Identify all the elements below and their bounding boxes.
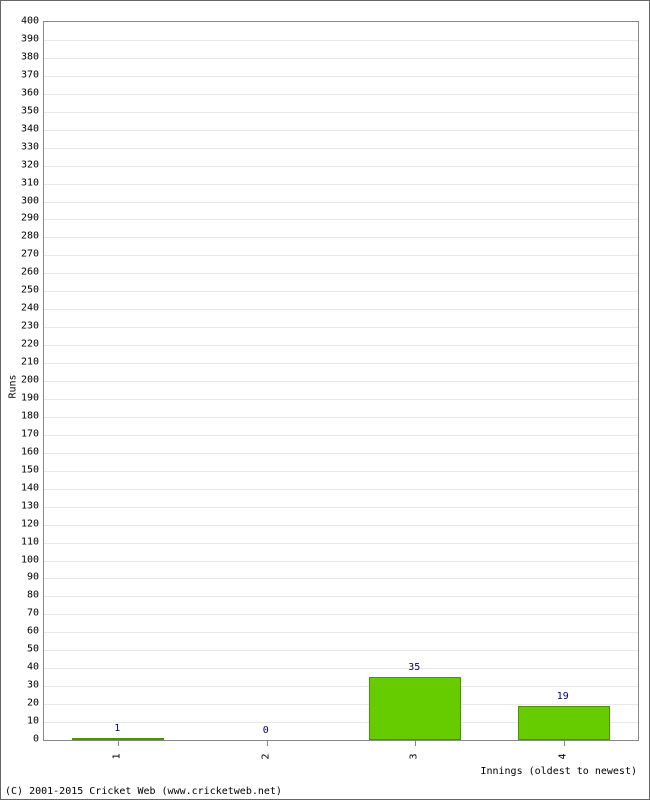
y-tick-label: 340 (21, 123, 39, 134)
gridline (44, 417, 638, 418)
gridline (44, 561, 638, 562)
x-tick-mark (564, 740, 565, 746)
gridline (44, 399, 638, 400)
gridline (44, 40, 638, 41)
x-axis-title: Innings (oldest to newest) (480, 766, 637, 777)
gridline (44, 327, 638, 328)
y-tick-label: 310 (21, 177, 39, 188)
y-tick-label: 220 (21, 339, 39, 350)
y-tick-label: 10 (27, 716, 39, 727)
x-tick-mark (415, 740, 416, 746)
gridline (44, 76, 638, 77)
y-tick-label: 50 (27, 644, 39, 655)
gridline (44, 435, 638, 436)
y-tick-label: 370 (21, 69, 39, 80)
gridline (44, 668, 638, 669)
y-tick-label: 320 (21, 159, 39, 170)
y-tick-label: 70 (27, 608, 39, 619)
y-tick-label: 330 (21, 141, 39, 152)
gridline (44, 453, 638, 454)
y-tick-label: 380 (21, 51, 39, 62)
y-tick-label: 20 (27, 698, 39, 709)
gridline (44, 94, 638, 95)
gridline (44, 148, 638, 149)
gridline (44, 632, 638, 633)
y-tick-label: 40 (27, 662, 39, 673)
y-tick-label: 190 (21, 392, 39, 403)
y-tick-label: 30 (27, 680, 39, 691)
y-axis-title: Runs (8, 374, 19, 398)
x-tick-label: 2 (260, 753, 271, 759)
gridline (44, 219, 638, 220)
gridline (44, 543, 638, 544)
y-tick-label: 0 (33, 734, 39, 745)
chart-container: Runs Innings (oldest to newest) (C) 2001… (0, 0, 650, 800)
y-tick-label: 120 (21, 518, 39, 529)
gridline (44, 291, 638, 292)
y-tick-label: 130 (21, 500, 39, 511)
bar-value-label: 1 (114, 723, 120, 734)
gridline (44, 363, 638, 364)
y-tick-label: 260 (21, 267, 39, 278)
y-tick-label: 360 (21, 87, 39, 98)
copyright-text: (C) 2001-2015 Cricket Web (www.cricketwe… (5, 786, 282, 797)
gridline (44, 166, 638, 167)
gridline (44, 507, 638, 508)
gridline (44, 489, 638, 490)
x-tick-label: 4 (557, 753, 568, 759)
gridline (44, 130, 638, 131)
gridline (44, 578, 638, 579)
y-tick-label: 350 (21, 105, 39, 116)
y-tick-label: 110 (21, 536, 39, 547)
y-tick-label: 150 (21, 464, 39, 475)
x-tick-mark (267, 740, 268, 746)
bar-value-label: 35 (408, 662, 420, 673)
gridline (44, 381, 638, 382)
y-tick-label: 290 (21, 213, 39, 224)
y-tick-label: 170 (21, 428, 39, 439)
y-tick-label: 390 (21, 33, 39, 44)
x-tick-label: 3 (409, 753, 420, 759)
y-tick-label: 230 (21, 321, 39, 332)
bar (369, 677, 461, 740)
x-tick-mark (118, 740, 119, 746)
y-tick-label: 140 (21, 482, 39, 493)
gridline (44, 650, 638, 651)
gridline (44, 345, 638, 346)
gridline (44, 309, 638, 310)
gridline (44, 184, 638, 185)
plot-area (43, 21, 639, 741)
y-tick-label: 240 (21, 303, 39, 314)
gridline (44, 255, 638, 256)
y-tick-label: 90 (27, 572, 39, 583)
gridline (44, 273, 638, 274)
y-tick-label: 80 (27, 590, 39, 601)
y-tick-label: 250 (21, 285, 39, 296)
y-tick-label: 270 (21, 249, 39, 260)
y-tick-label: 60 (27, 626, 39, 637)
gridline (44, 471, 638, 472)
gridline (44, 686, 638, 687)
y-tick-label: 400 (21, 16, 39, 27)
y-tick-label: 300 (21, 195, 39, 206)
gridline (44, 58, 638, 59)
gridline (44, 237, 638, 238)
y-tick-label: 160 (21, 446, 39, 457)
y-tick-label: 180 (21, 410, 39, 421)
y-tick-label: 100 (21, 554, 39, 565)
y-tick-label: 210 (21, 357, 39, 368)
x-tick-label: 1 (112, 753, 123, 759)
gridline (44, 525, 638, 526)
gridline (44, 596, 638, 597)
gridline (44, 112, 638, 113)
bar-value-label: 19 (557, 691, 569, 702)
gridline (44, 614, 638, 615)
gridline (44, 202, 638, 203)
y-tick-label: 280 (21, 231, 39, 242)
bar-value-label: 0 (263, 725, 269, 736)
y-tick-label: 200 (21, 375, 39, 386)
bar (518, 706, 610, 740)
